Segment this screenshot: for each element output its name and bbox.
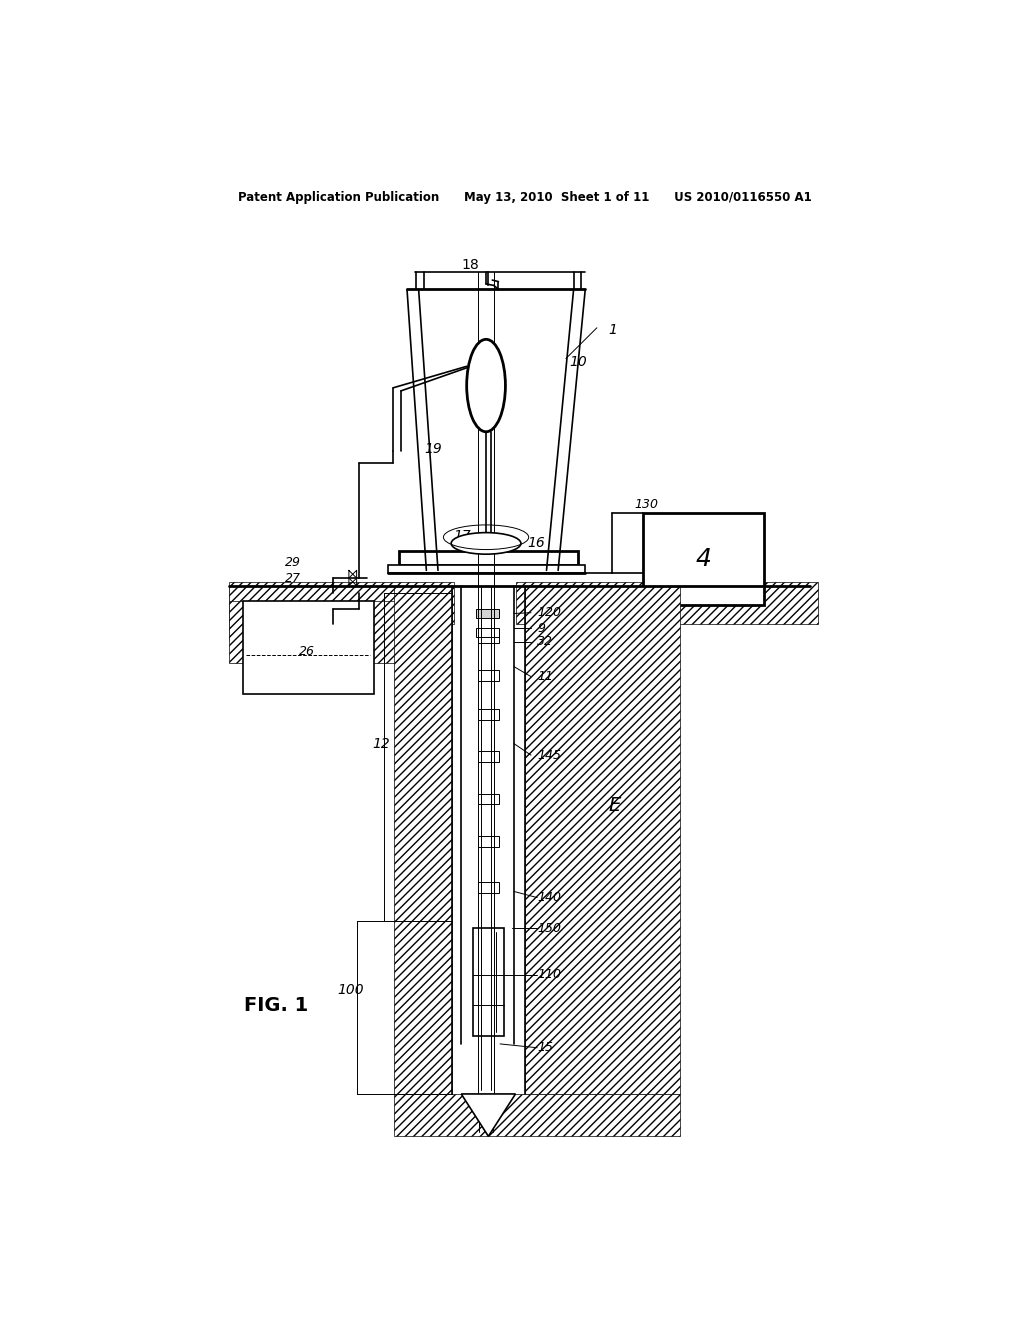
Text: 110: 110: [538, 968, 561, 981]
Text: 19: 19: [424, 442, 441, 457]
Text: E: E: [608, 796, 621, 814]
Text: 16: 16: [527, 536, 545, 550]
Bar: [243, 601, 375, 693]
Bar: [477, 751, 500, 762]
Text: 100: 100: [337, 983, 364, 997]
Text: 12: 12: [372, 737, 390, 751]
Text: 29: 29: [286, 556, 301, 569]
Bar: [228, 601, 399, 663]
Text: 18: 18: [461, 257, 479, 272]
Text: 17: 17: [454, 529, 471, 543]
Bar: [477, 836, 500, 847]
Text: 11: 11: [538, 671, 553, 684]
Text: 4: 4: [695, 546, 711, 570]
Text: 150: 150: [538, 921, 561, 935]
Bar: [228, 582, 454, 624]
Text: 15: 15: [538, 1041, 553, 1055]
Text: 10: 10: [569, 355, 588, 370]
Text: 145: 145: [538, 748, 561, 762]
Bar: [524, 586, 680, 1094]
Bar: [473, 928, 504, 1036]
Ellipse shape: [452, 533, 521, 554]
Bar: [477, 671, 500, 681]
Text: 140: 140: [538, 891, 561, 904]
Text: 26: 26: [299, 644, 314, 657]
Bar: [477, 882, 500, 892]
Polygon shape: [461, 1094, 515, 1137]
Bar: [515, 582, 818, 624]
Bar: [477, 632, 500, 643]
Text: 130: 130: [634, 499, 658, 511]
Bar: [388, 565, 586, 573]
Text: 9: 9: [538, 622, 545, 635]
Bar: [643, 512, 764, 605]
Bar: [477, 793, 500, 804]
Ellipse shape: [467, 339, 506, 432]
Text: 27: 27: [286, 572, 301, 585]
Bar: [399, 552, 578, 565]
Bar: [228, 586, 369, 640]
Bar: [477, 709, 500, 719]
Text: FIG. 1: FIG. 1: [245, 995, 308, 1015]
Text: 120: 120: [538, 606, 561, 619]
Text: 32: 32: [538, 635, 553, 648]
Text: 1: 1: [608, 323, 617, 337]
Bar: [476, 628, 500, 638]
Bar: [394, 1094, 680, 1137]
Bar: [394, 586, 452, 1094]
Bar: [476, 609, 500, 618]
Text: Patent Application Publication      May 13, 2010  Sheet 1 of 11      US 2010/011: Patent Application Publication May 13, 2…: [238, 190, 812, 203]
